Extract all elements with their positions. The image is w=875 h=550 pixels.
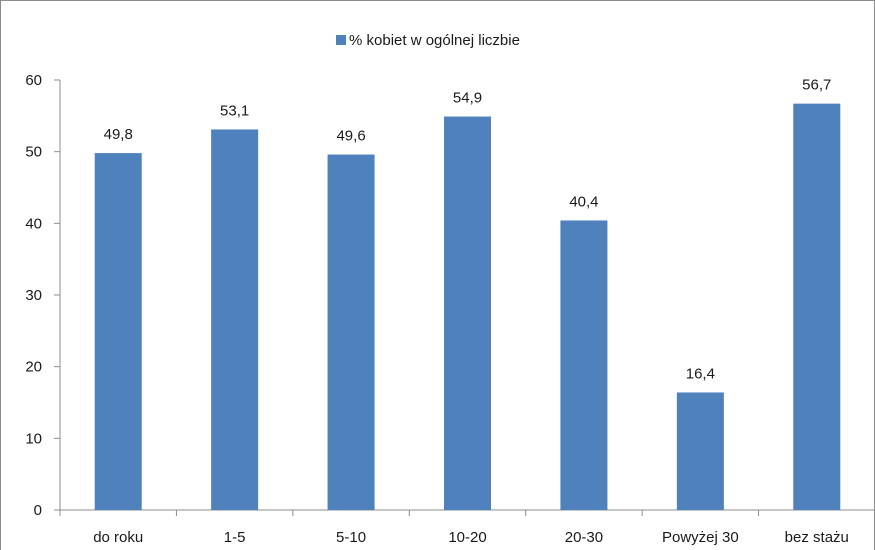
data-label: 49,6	[336, 128, 365, 145]
legend-label: % kobiet w ogólnej liczbie	[349, 32, 520, 49]
data-label: 56,7	[802, 77, 831, 94]
data-label: 53,1	[220, 102, 249, 119]
bar	[560, 220, 608, 510]
data-label: 54,9	[453, 90, 482, 107]
bar	[94, 153, 142, 510]
bar	[793, 103, 841, 511]
y-tick-label: 60	[25, 72, 42, 89]
x-tick-label: 20-30	[565, 529, 603, 546]
y-tick-label: 30	[25, 287, 42, 304]
bar	[676, 392, 724, 510]
data-label: 49,8	[104, 126, 133, 143]
legend-swatch	[336, 35, 346, 45]
y-tick-label: 10	[25, 430, 42, 447]
y-axis: 0 10 20 30 40 50 60	[25, 72, 61, 519]
x-tick-label: 5-10	[336, 529, 366, 546]
x-tick-label: Powyżej 30	[662, 529, 739, 546]
data-label: 16,4	[686, 365, 715, 382]
y-tick-label: 0	[34, 502, 42, 519]
x-tick-label: 10-20	[448, 529, 486, 546]
x-tick-label: do roku	[93, 529, 143, 546]
data-label: 40,4	[569, 193, 598, 210]
x-axis: do roku 1-5 5-10 10-20 20-30 Powyżej 30 bez st…	[59, 509, 875, 546]
y-tick-label: 50	[25, 144, 42, 161]
bar	[327, 154, 375, 511]
y-tick-label: 20	[25, 359, 42, 376]
bar	[444, 116, 491, 511]
y-tick-label: 40	[25, 215, 42, 232]
x-tick-label: bez stażu	[785, 529, 849, 546]
data-labels: 49,8 53,1 49,6 54,9 40,4 16,4 56,7	[104, 77, 832, 383]
x-tick-label: 1-5	[224, 529, 246, 546]
bar	[211, 129, 259, 510]
legend: % kobiet w ogólnej liczbie	[336, 32, 520, 49]
bars	[94, 103, 841, 511]
